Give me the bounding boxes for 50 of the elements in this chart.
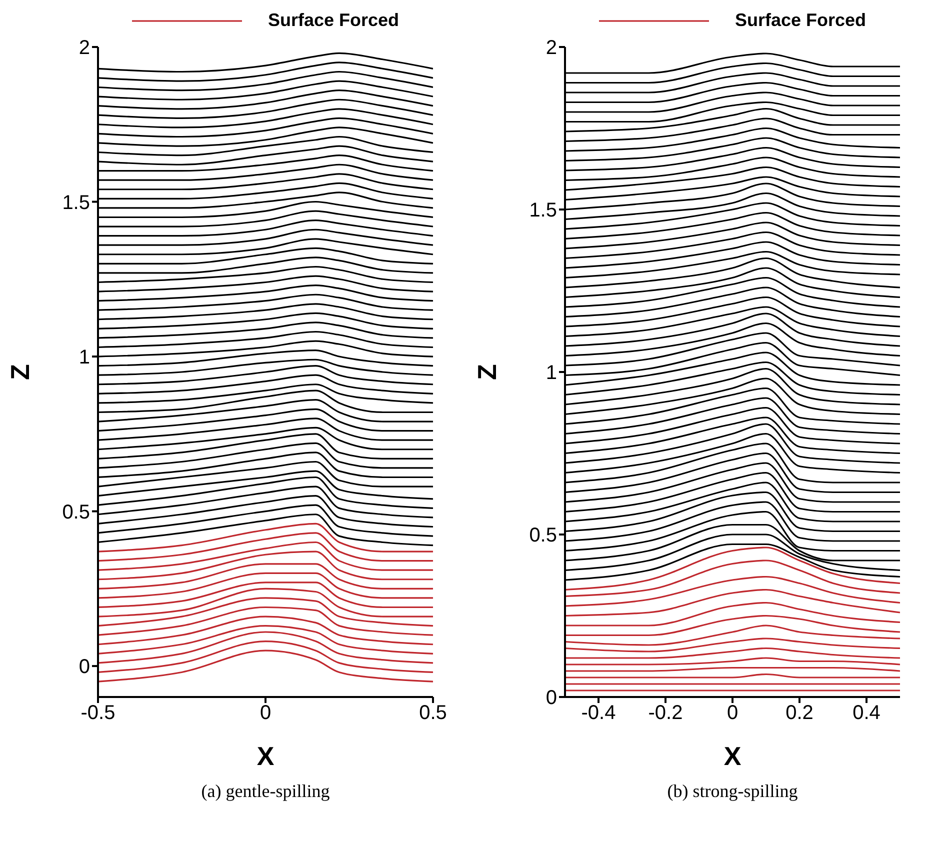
line-series: [565, 588, 900, 617]
line-series: [98, 541, 433, 571]
line-series: [98, 597, 433, 627]
line-series: [98, 650, 433, 682]
y-tick-label: 1.5: [62, 192, 90, 214]
x-tick-label: 0: [726, 702, 738, 724]
y-tick-label: 0: [78, 656, 90, 678]
line-series: [565, 638, 900, 652]
y-tick-label: 1.5: [529, 200, 557, 222]
line-series: [565, 576, 900, 607]
y-tick-label: 0.5: [529, 524, 557, 547]
line-series: [565, 624, 900, 646]
line-series: [565, 647, 900, 659]
text: (a) gentle-spilling: [200, 781, 331, 802]
x-tick-label: -0.5: [80, 702, 116, 724]
line-series: [98, 582, 433, 608]
x-tick-label: 0.5: [419, 702, 447, 724]
y-axis-title: Z: [5, 364, 36, 380]
x-tick-label: 0.2: [786, 702, 814, 724]
y-tick-label: 0.5: [62, 501, 90, 524]
y-tick-label: 1: [78, 346, 90, 369]
line-series: [98, 616, 433, 646]
line-series: [98, 572, 433, 599]
line-series: [98, 631, 433, 664]
line-series: [565, 602, 900, 626]
line-series: [98, 640, 433, 674]
x-tick-label: -0.2: [648, 702, 683, 724]
text: (b) strong-spilling: [666, 781, 799, 802]
line-series: [565, 614, 900, 636]
y-tick-label: 2: [78, 37, 90, 60]
y-tick-label: 1: [546, 362, 557, 384]
x-tick-label: -0.4: [581, 702, 616, 724]
x-tick-label: 0: [260, 702, 272, 724]
text: Surface Forced: [268, 10, 400, 31]
x-axis-title: X: [724, 741, 742, 771]
x-axis-title: X: [256, 741, 275, 771]
line-series: [565, 560, 900, 598]
line-series: [98, 550, 433, 580]
line-series: [98, 588, 433, 618]
y-tick-label: 2: [546, 37, 557, 60]
line-series: [98, 563, 433, 590]
line-series: [98, 625, 433, 654]
line-series: [98, 522, 433, 552]
y-tick-label: 0: [546, 687, 557, 710]
line-series: [565, 546, 900, 591]
text: Surface Forced: [734, 10, 866, 31]
line-series: [98, 606, 433, 636]
x-tick-label: 0.4: [852, 702, 880, 724]
line-series: [98, 532, 433, 562]
y-axis-title: Z: [472, 364, 502, 380]
